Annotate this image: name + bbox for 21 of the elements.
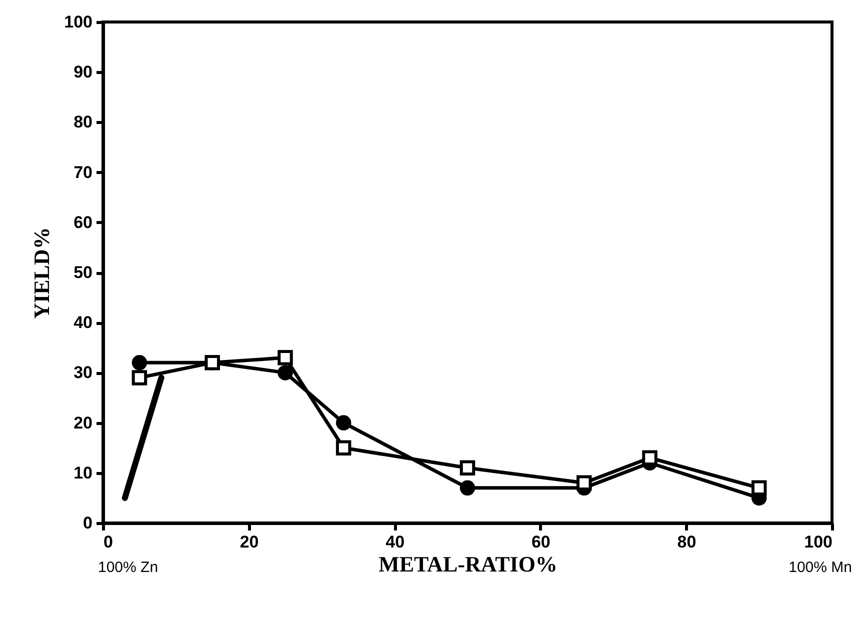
y-tick-label: 40 xyxy=(74,313,92,332)
y-tick-label: 60 xyxy=(74,212,92,232)
text: 100% Mn xyxy=(788,559,852,576)
x-tick-label: 40 xyxy=(386,532,405,552)
y-tick-label: 30 xyxy=(74,363,92,382)
y-tick-label: 20 xyxy=(74,413,92,432)
y-tick-label: 80 xyxy=(74,112,92,132)
y-tick-label: 90 xyxy=(74,62,92,82)
x-tick-label: 100 xyxy=(804,532,832,552)
y-axis-title: YIELD% xyxy=(29,227,54,319)
x-axis-title: METAL-RATIO% xyxy=(378,552,558,576)
text: 100% Zn xyxy=(98,559,158,576)
y-tick-label: 10 xyxy=(74,463,92,482)
y-tick-label: 70 xyxy=(74,162,92,182)
x-tick-label: 0 xyxy=(104,532,113,552)
y-tick-label: 50 xyxy=(74,263,92,282)
y-tick-label: 100 xyxy=(64,12,92,32)
y-tick-label: 0 xyxy=(83,514,92,532)
x-tick-label: 80 xyxy=(677,532,696,552)
x-tick-label: 20 xyxy=(240,532,259,552)
x-tick-label: 60 xyxy=(531,532,550,552)
